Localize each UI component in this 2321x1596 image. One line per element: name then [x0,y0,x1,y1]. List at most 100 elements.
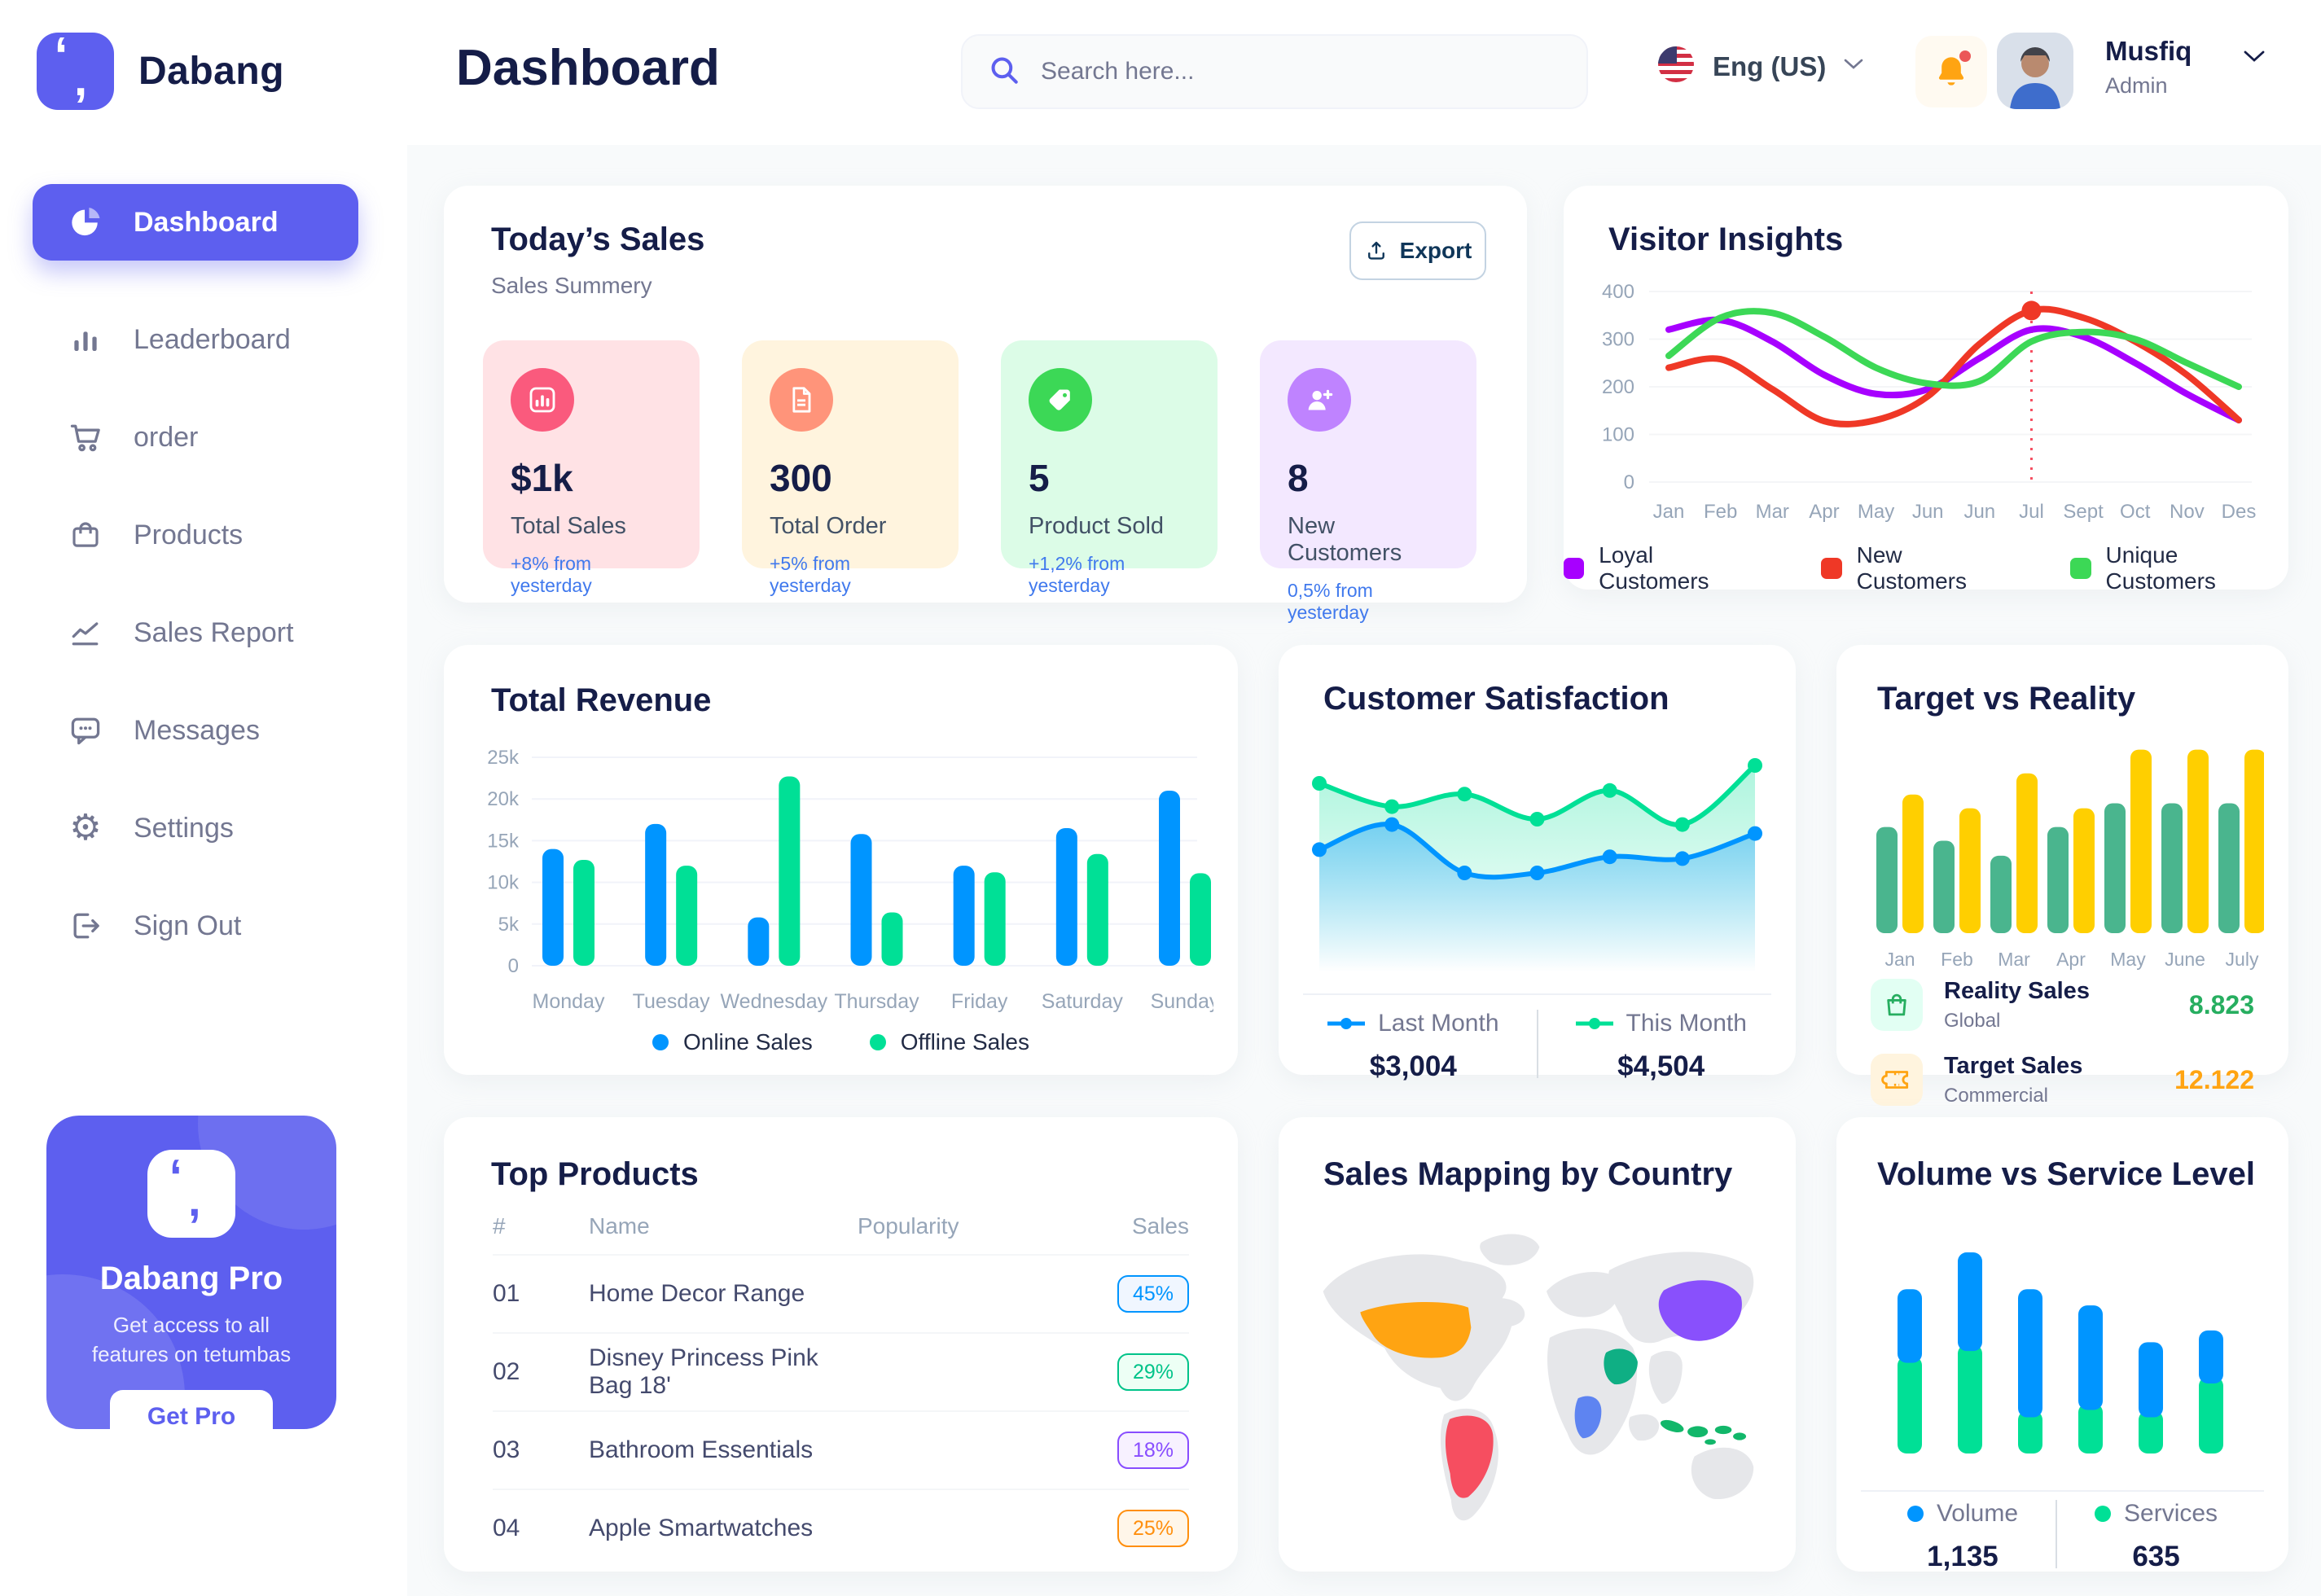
product-row[interactable]: 01 Home Decor Range 45% [493,1254,1189,1332]
customer-satisfaction-legend: Last Month $3,004 This Month $4,504 [1279,1010,1796,1083]
top-products-rows: 01 Home Decor Range 45% 02 Disney Princess P… [493,1254,1189,1567]
profile-chevron-icon[interactable] [2244,50,2265,67]
visitor-insights-legend: Loyal Customers New Customers Unique Custo… [1564,542,2288,594]
user-avatar[interactable] [1997,33,2073,109]
tag-icon [1029,368,1092,432]
sidebar-item-label: Sign Out [134,910,242,941]
svg-text:May: May [1858,501,1894,523]
svg-text:Friday: Friday [951,990,1008,1013]
sidebar-item-messages[interactable]: Messages [33,692,358,769]
svg-text:200: 200 [1602,376,1634,398]
product-row[interactable]: 02 Disney Princess Pink Bag 18' 29% [493,1332,1189,1410]
stat-delta: +8% from yesterday [511,553,592,596]
stat-label: Total Order [770,513,887,539]
sidebar-item-sales-report[interactable]: Sales Report [33,594,358,671]
svg-text:5k: 5k [498,914,520,936]
svg-text:Jun: Jun [1963,501,1995,523]
product-rank: 01 [493,1280,520,1307]
divider [2056,1500,2058,1568]
stat-delta: +1,2% from yesterday [1029,553,1125,596]
app-logo[interactable]: ,, Dabang [37,33,284,110]
stat-label: Total Sales [511,513,626,539]
stat-delta: 0,5% from yesterday [1288,580,1373,623]
legend-group: Volume 1,135 [1870,1500,2056,1573]
stat-label: New Customers [1288,513,1402,566]
legend-item: Offline Sales [869,1029,1029,1055]
svg-text:25k: 25k [487,747,520,769]
svg-text:Jul: Jul [2019,501,2044,523]
notifications-button[interactable] [1915,36,1987,107]
svg-text:Mar: Mar [1998,949,2030,970]
search-input[interactable] [1041,58,1562,86]
stat-cards: $1k Total Sales +8% from yesterday 300 Total… [483,340,1476,623]
language-label: Eng (US) [1713,50,1827,81]
search-icon [987,53,1021,91]
sidebar-item-products[interactable]: Products [33,497,358,573]
sales-badge: 18% [1117,1432,1189,1469]
svg-text:Sunday: Sunday [1151,990,1213,1013]
total-revenue-title: Total Revenue [491,682,712,718]
top-products-header: # Name Popularity Sales [493,1213,1189,1239]
legend-group: Services 635 [2057,1500,2255,1573]
svg-text:Feb: Feb [1704,501,1737,523]
sidebar-item-order[interactable]: order [33,399,358,476]
volume-service-title: Volume vs Service Level [1877,1156,2255,1192]
legend-item: Loyal Customers [1564,542,1764,594]
sales-badge: 25% [1117,1510,1189,1547]
target-vs-reality-title: Target vs Reality [1877,681,2136,717]
svg-text:Feb: Feb [1941,949,1973,970]
top-products-title: Top Products [491,1156,699,1192]
search-bar[interactable] [961,34,1588,109]
legend-item: Unique Customers [2070,542,2288,594]
svg-text:Des: Des [2222,501,2257,523]
brand-icon: ,, [37,33,114,110]
language-selector[interactable]: Eng (US) [1657,46,1863,87]
legend-item: Online Sales [652,1029,813,1055]
sales-badge: 29% [1117,1353,1189,1391]
sidebar-item-label: Leaderboard [134,323,291,355]
stat-value: 300 [770,457,832,499]
sales-mapping-card: Sales Mapping by Country [1279,1117,1796,1572]
bell-icon [1938,57,1964,86]
sidebar-item-sign-out[interactable]: Sign Out [33,888,358,964]
sidebar-item-settings[interactable]: ⚙ Settings [33,790,358,866]
legend-group: This Month $4,504 [1538,1010,1784,1083]
target-vs-reality-card: Target vs Reality Jan Feb Mar Apr May June Jul… [1836,645,2288,1107]
product-row[interactable]: 03 Bathroom Essentials 18% [493,1410,1189,1489]
today-sales-subtitle: Sales Summery [491,273,652,298]
svg-text:15k: 15k [487,830,520,852]
today-sales-title: Today’s Sales [491,221,705,257]
svg-text:400: 400 [1602,281,1634,303]
export-button[interactable]: Export [1349,221,1486,280]
sidebar-item-leaderboard[interactable]: Leaderboard [33,301,358,378]
svg-text:Mar: Mar [1756,501,1789,523]
product-name: Apple Smartwatches [589,1515,814,1541]
pro-upsell-card: ,, Dabang Pro Get access to all features… [46,1116,336,1429]
svg-text:Jan: Jan [1884,949,1915,970]
sidebar-item-label: Settings [134,812,234,844]
total-revenue-legend: Online Sales Offline Sales [444,1029,1238,1055]
get-pro-button[interactable]: Get Pro [110,1390,273,1429]
stat-card-new-customers: 8 New Customers 0,5% from yesterday [1260,340,1476,623]
product-row[interactable]: 04 Apple Smartwatches 25% [493,1489,1189,1567]
bars-icon [67,321,104,358]
chat-icon [67,712,104,749]
legend-group: Last Month $3,004 [1290,1010,1536,1083]
chart-icon [511,368,574,432]
target-vs-reality-chart: Jan Feb Mar Apr May June July [1876,749,2264,970]
top-products-card: Top Products # Name Popularity Sales 01 Home… [444,1117,1238,1572]
svg-text:June: June [2165,949,2205,970]
legend-item: New Customers [1821,542,2013,594]
sidebar-item-dashboard[interactable]: Dashboard [33,184,358,261]
sidebar: ,, Dabang Dashboard Leaderboard order Produ… [0,0,407,1596]
svg-text:July: July [2226,949,2259,970]
sidebar-menu: Dashboard Leaderboard order Products Sales R… [33,184,358,964]
bag-icon [67,516,104,554]
divider [1861,1490,2264,1492]
visitor-insights-card: Visitor Insights 400 300 200 100 0 Jan Feb Mar A… [1564,186,2288,594]
gear-icon: ⚙ [69,808,102,848]
chevron-down-icon [1844,59,1863,74]
svg-text:10k: 10k [487,872,520,894]
stat-value: 5 [1029,457,1050,499]
sidebar-item-label: Products [134,519,244,550]
